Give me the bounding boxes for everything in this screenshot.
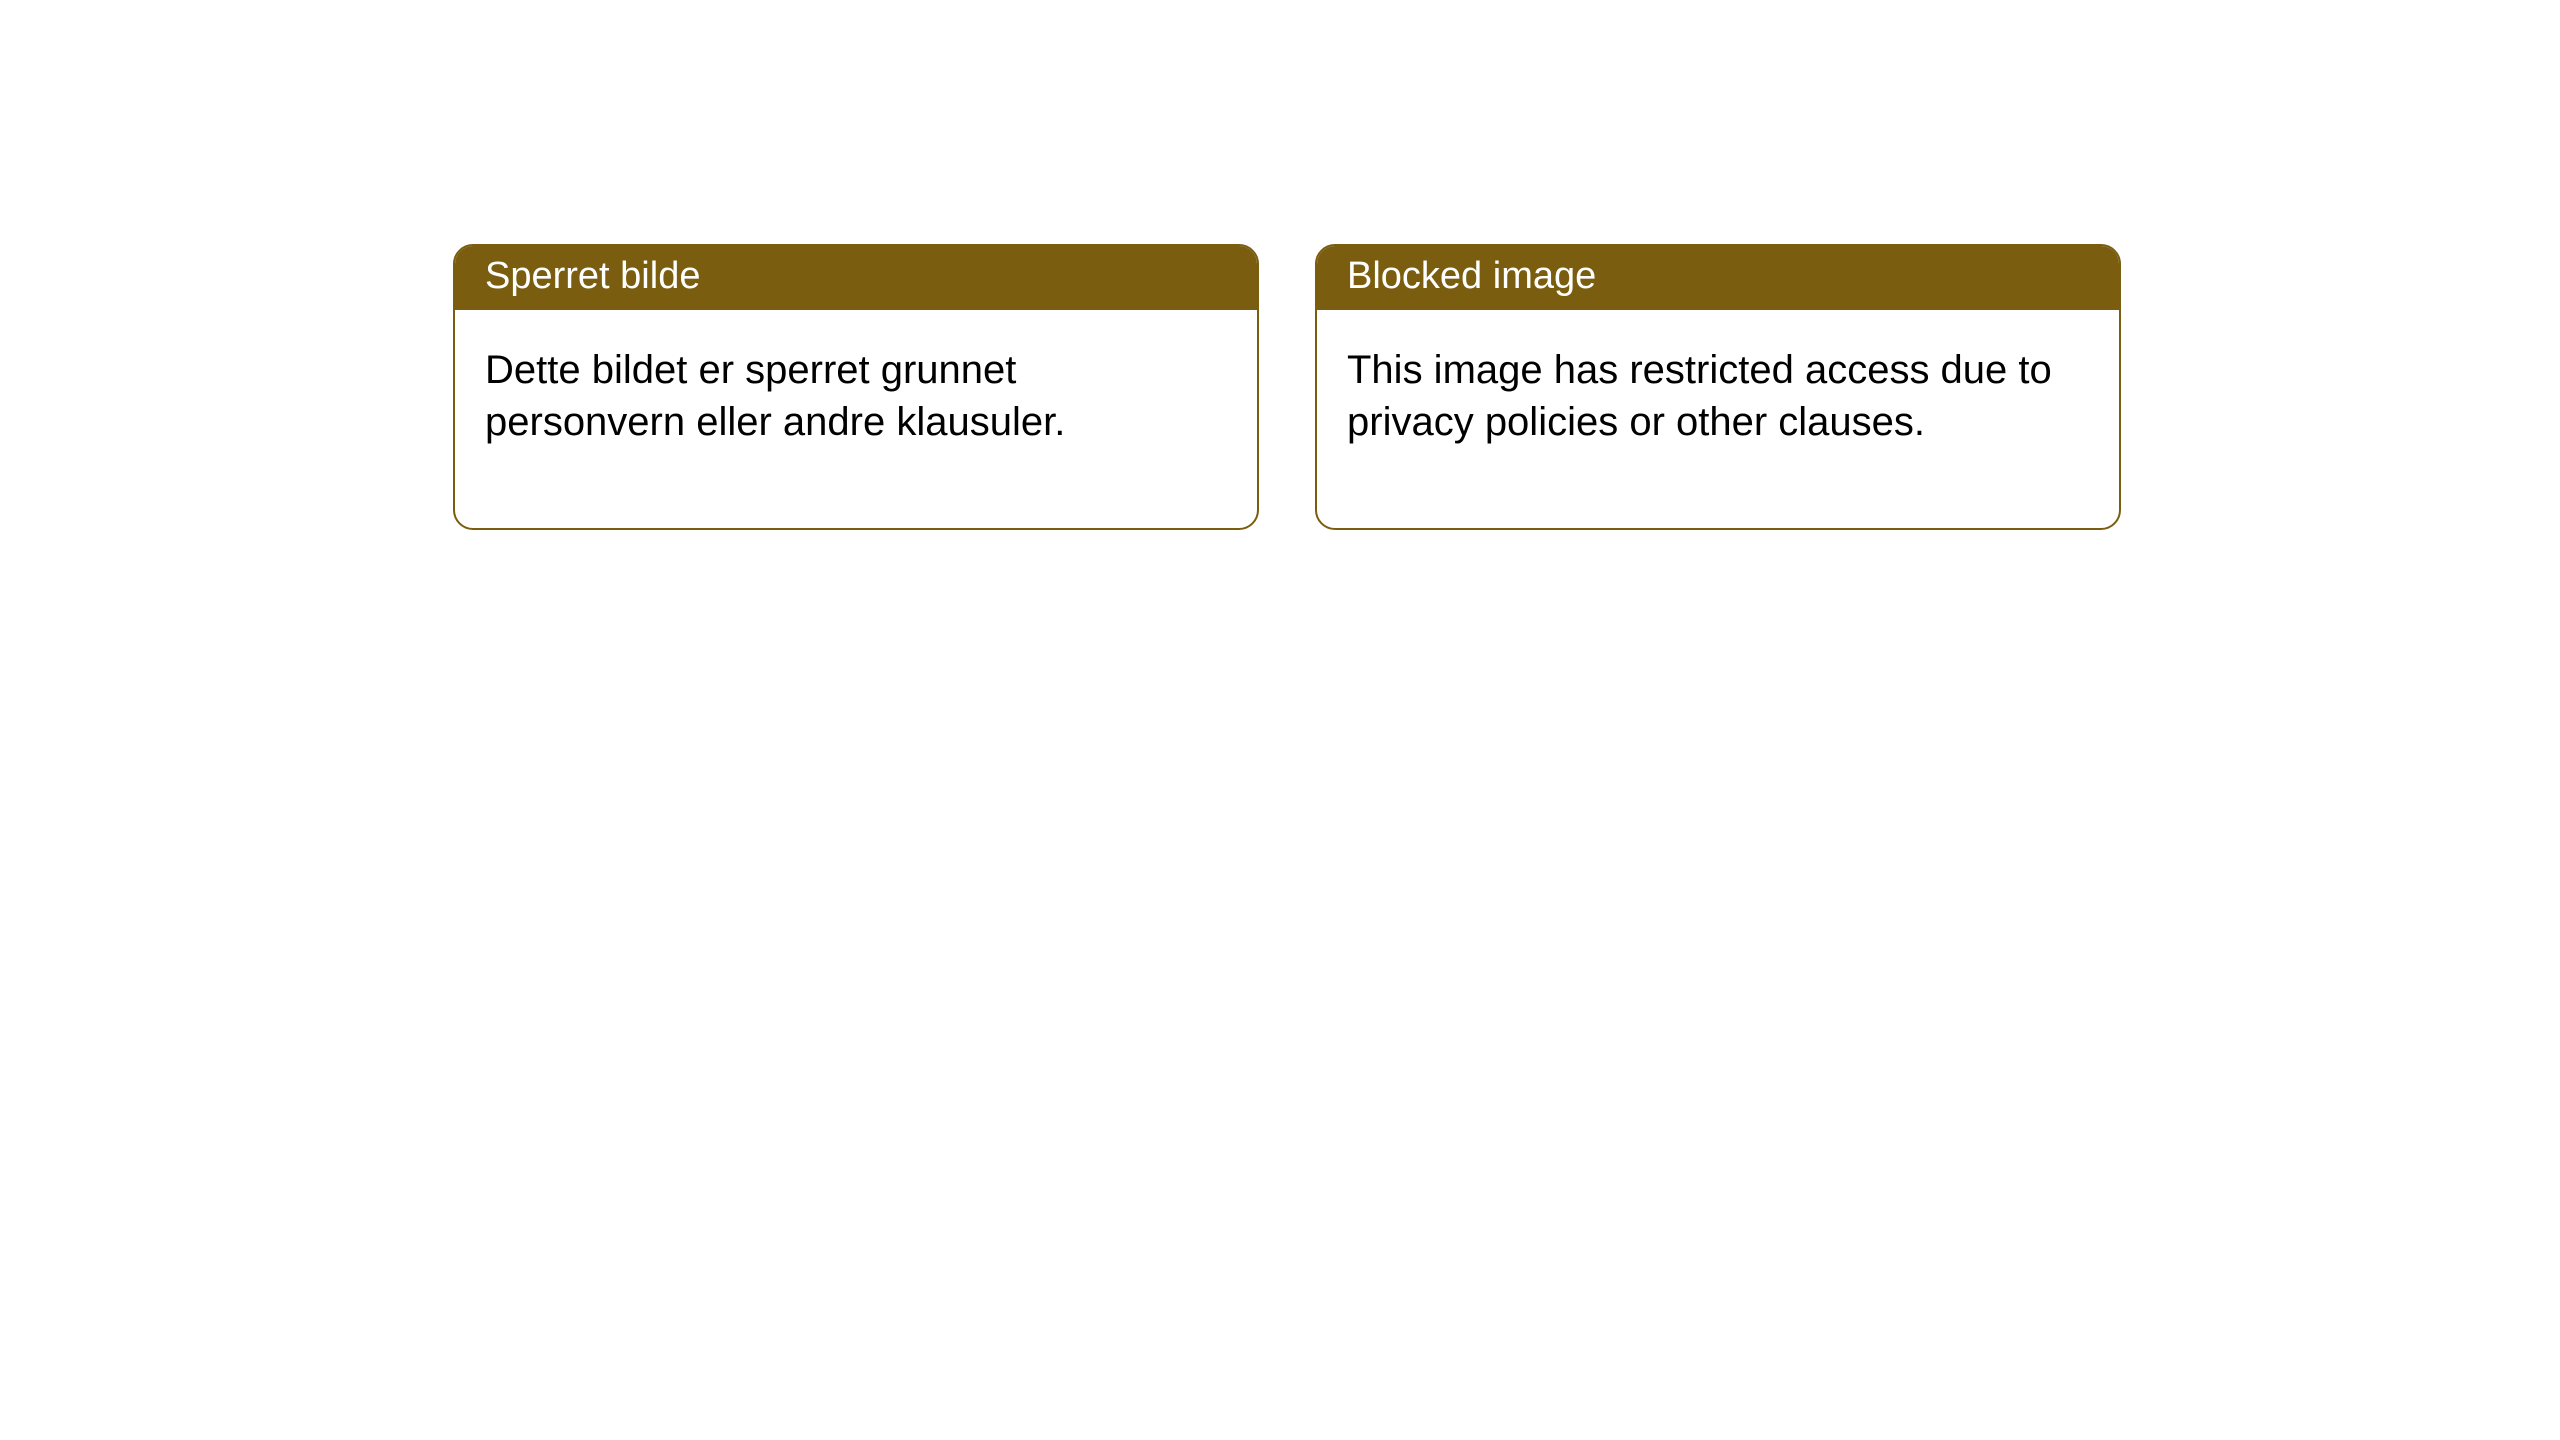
notice-card-norwegian: Sperret bilde Dette bildet er sperret gr… <box>453 244 1259 530</box>
notice-header: Blocked image <box>1317 246 2119 310</box>
notice-container: Sperret bilde Dette bildet er sperret gr… <box>453 244 2121 530</box>
notice-header: Sperret bilde <box>455 246 1257 310</box>
notice-body: Dette bildet er sperret grunnet personve… <box>455 310 1257 528</box>
notice-card-english: Blocked image This image has restricted … <box>1315 244 2121 530</box>
notice-body: This image has restricted access due to … <box>1317 310 2119 528</box>
